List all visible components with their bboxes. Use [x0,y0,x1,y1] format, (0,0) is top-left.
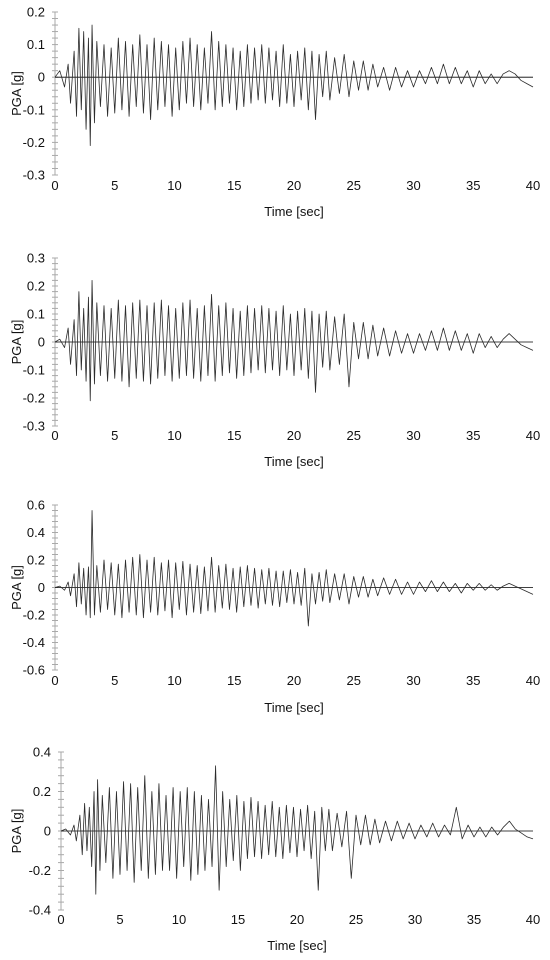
x-tick-label: 10 [172,912,186,927]
x-tick-label: 5 [116,912,123,927]
y-tick-label: -0.4 [23,635,45,650]
x-tick-label: 25 [349,912,363,927]
series-line [54,24,534,147]
x-tick-label: 25 [347,178,361,193]
x-tick-label: 5 [111,428,118,443]
y-tick-label: 0.1 [27,307,45,322]
x-tick-label: 20 [287,178,301,193]
x-tick-label: 40 [526,912,540,927]
x-tick-label: 35 [466,673,480,688]
y-tick-label: -0.2 [23,391,45,406]
y-tick-label: 0 [44,824,51,839]
x-tick-label: 25 [347,428,361,443]
y-axis-title: PGA [g] [9,71,24,116]
y-tick-label: 0.4 [27,525,45,540]
y-axis-title: PGA [g] [9,320,24,365]
x-tick-label: 40 [526,428,540,443]
y-tick-label: -0.2 [23,135,45,150]
series-line [54,280,534,402]
x-tick-label: 30 [406,673,420,688]
x-tick-label: 0 [51,178,58,193]
y-tick-label: -0.3 [23,419,45,434]
chart-panel-2: -0.3 -0.2 -0.1 0 0.1 0.2 0.3 0 5 10 15 20 25 30 35 40 Ti… [9,251,540,470]
y-tick-label: 0.4 [33,745,51,760]
x-axis-title: Time [sec] [264,700,323,715]
x-tick-label: 15 [231,912,245,927]
y-tick-label: -0.2 [23,608,45,623]
y-tick-label: 0.3 [27,251,45,266]
y-tick-label: 0 [38,70,45,85]
x-tick-label: 30 [406,178,420,193]
x-axis-title: Time [sec] [264,204,323,219]
y-tick-label: -0.3 [23,168,45,183]
x-tick-label: 10 [167,428,181,443]
y-tick-label: 0.2 [33,784,51,799]
y-tick-label: 0.1 [27,37,45,52]
x-axis-title: Time [sec] [264,454,323,469]
x-tick-label: 5 [111,673,118,688]
y-tick-label: -0.4 [29,903,51,918]
chart-panel-1: -0.3 -0.2 -0.1 0 0.1 0.2 0 5 10 15 20 25 30 35 40 Time … [9,5,540,220]
x-tick-label: 0 [51,673,58,688]
y-tick-label: 0 [38,580,45,595]
y-axis-title: PGA [g] [9,565,24,610]
x-tick-label: 0 [51,428,58,443]
x-tick-label: 5 [111,178,118,193]
x-tick-label: 35 [466,178,480,193]
chart-panel-4: -0.4 -0.2 0 0.2 0.4 0 5 10 15 20 25 30 35 40 Time [sec… [9,745,540,954]
y-tick-label: -0.6 [23,663,45,678]
y-tick-label: -0.2 [29,863,51,878]
x-tick-label: 10 [167,673,181,688]
x-tick-label: 30 [408,912,422,927]
x-tick-label: 20 [287,673,301,688]
series-line [60,765,534,895]
x-tick-label: 40 [526,673,540,688]
series-line [54,510,534,627]
y-tick-label: 0.6 [27,498,45,513]
x-tick-label: 15 [227,178,241,193]
x-tick-label: 20 [287,428,301,443]
y-axis-title: PGA [g] [9,809,24,854]
y-tick-label: 0 [38,335,45,350]
x-tick-label: 25 [347,673,361,688]
x-tick-label: 35 [467,912,481,927]
y-tick-label: 0.2 [27,5,45,20]
x-tick-label: 15 [227,673,241,688]
chart-panel-3: -0.6 -0.4 -0.2 0 0.2 0.4 0.6 0 5 10 15 20 25 30 35 40 Ti… [9,498,540,716]
x-tick-label: 0 [57,912,64,927]
x-tick-label: 15 [227,428,241,443]
y-tick-label: -0.1 [23,102,45,117]
x-axis-title: Time [sec] [267,938,326,953]
x-tick-label: 40 [526,178,540,193]
y-tick-label: 0.2 [27,553,45,568]
x-tick-label: 30 [406,428,420,443]
y-tick-label: 0.2 [27,279,45,294]
x-tick-label: 35 [466,428,480,443]
y-tick-label: -0.1 [23,363,45,378]
x-tick-label: 10 [167,178,181,193]
x-tick-label: 20 [290,912,304,927]
